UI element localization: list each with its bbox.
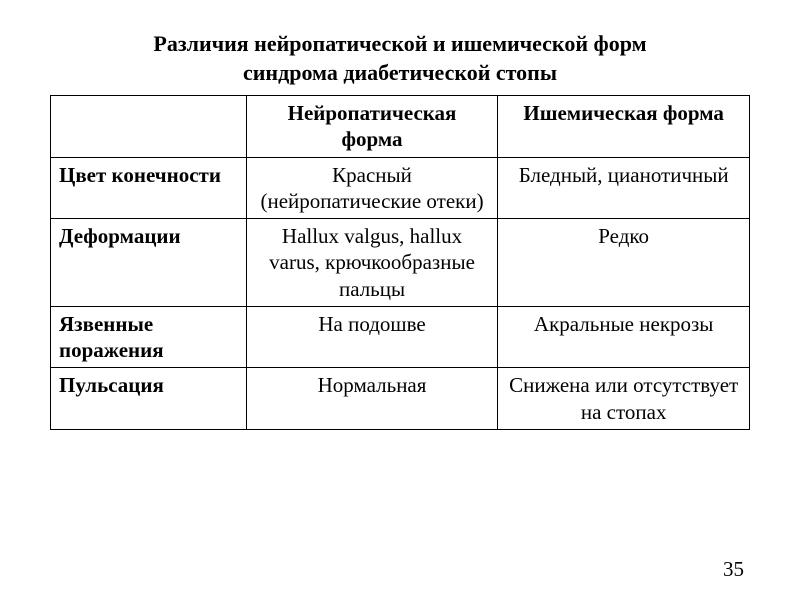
table-header-row: Нейропатическая форма Ишемическая форма: [51, 96, 750, 158]
cell-deformations-ischemic: Редко: [498, 219, 750, 307]
table-row: Язвенные поражения На подошве Акральные …: [51, 306, 750, 368]
row-header-deformations: Деформации: [51, 219, 247, 307]
table-header-ischemic: Ишемическая форма: [498, 96, 750, 158]
page-title: Различия нейропатической и ишемической ф…: [50, 30, 750, 87]
cell-color-ischemic: Бледный, цианотичный: [498, 157, 750, 219]
comparison-table: Нейропатическая форма Ишемическая форма …: [50, 95, 750, 430]
table-header-neuropathic: Нейропатическая форма: [246, 96, 498, 158]
cell-color-neuropathic: Красный (нейропатические отеки): [246, 157, 498, 219]
title-line-1: Различия нейропатической и ишемической ф…: [153, 31, 646, 56]
cell-ulcers-neuropathic: На подошве: [246, 306, 498, 368]
cell-pulsation-neuropathic: Нормальная: [246, 368, 498, 430]
cell-ulcers-ischemic: Акральные некрозы: [498, 306, 750, 368]
cell-deformations-neuropathic: Hallux valgus, hallux varus, крючкообраз…: [246, 219, 498, 307]
table-row: Пульсация Нормальная Снижена или отсутст…: [51, 368, 750, 430]
table-row: Цвет конечности Красный (нейропатические…: [51, 157, 750, 219]
table-header-empty: [51, 96, 247, 158]
row-header-ulcers: Язвенные поражения: [51, 306, 247, 368]
table-row: Деформации Hallux valgus, hallux varus, …: [51, 219, 750, 307]
page-number: 35: [723, 557, 744, 582]
cell-pulsation-ischemic: Снижена или отсутствует на стопах: [498, 368, 750, 430]
row-header-pulsation: Пульсация: [51, 368, 247, 430]
title-line-2: синдрома диабетической стопы: [243, 60, 557, 85]
row-header-color: Цвет конечности: [51, 157, 247, 219]
